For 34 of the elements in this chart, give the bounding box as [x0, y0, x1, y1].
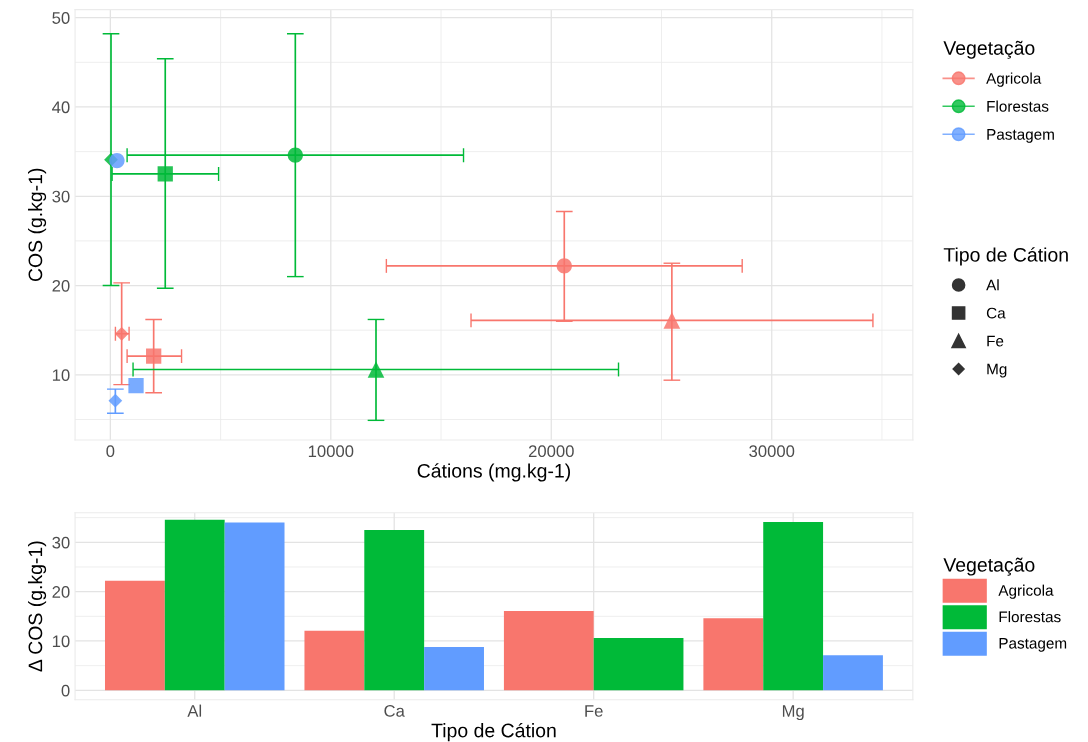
y-tick-label: 30	[52, 536, 70, 549]
y-tick-label: 20	[52, 586, 70, 598]
y-tick-label: 40	[52, 101, 70, 114]
text: Tipo de Cátion	[943, 247, 1068, 266]
legend-label: Agricola	[998, 584, 1054, 599]
y-tick-label: 20	[52, 279, 70, 292]
x-tick-label: 10000	[308, 445, 354, 458]
text: Al	[986, 279, 999, 291]
x-tick-label: Mg	[782, 705, 804, 721]
x-tick-label: 30000	[749, 445, 795, 458]
y-tick-label: 50	[52, 12, 70, 24]
legend-label: Pastagem	[987, 129, 1054, 143]
y-tick-label: 0	[61, 684, 70, 697]
y-tick-label: 10	[52, 635, 70, 648]
x-tick-label: Fe	[585, 705, 603, 717]
text: Fe	[987, 335, 1004, 347]
y-tick-label: 30	[52, 190, 70, 203]
x-tick-label: Al	[187, 704, 202, 717]
y-axis-title: COS (g.kg-1)	[27, 168, 47, 282]
y-tick-label: 10	[52, 369, 70, 382]
legend-label: Pastagem	[999, 638, 1067, 652]
text: Mg	[987, 363, 1007, 378]
x-tick-label: 0	[106, 445, 115, 458]
legend-title: Vegetação	[943, 557, 1035, 576]
x-tick-label: Ca	[384, 705, 405, 717]
x-tick-label: 20000	[528, 445, 574, 458]
legend-label: Florestas	[987, 100, 1049, 112]
x-axis-title: Tipo de Cátion	[431, 722, 556, 742]
legend-label: Agricola	[986, 72, 1042, 87]
text: Ca	[986, 307, 1006, 319]
y-axis-title: Δ COS (g.kg-1)	[27, 541, 47, 672]
x-axis-title: Cátions (mg.kg-1)	[417, 463, 571, 482]
legend-label: Florestas	[999, 611, 1061, 623]
text: Vegetação	[943, 40, 1035, 59]
